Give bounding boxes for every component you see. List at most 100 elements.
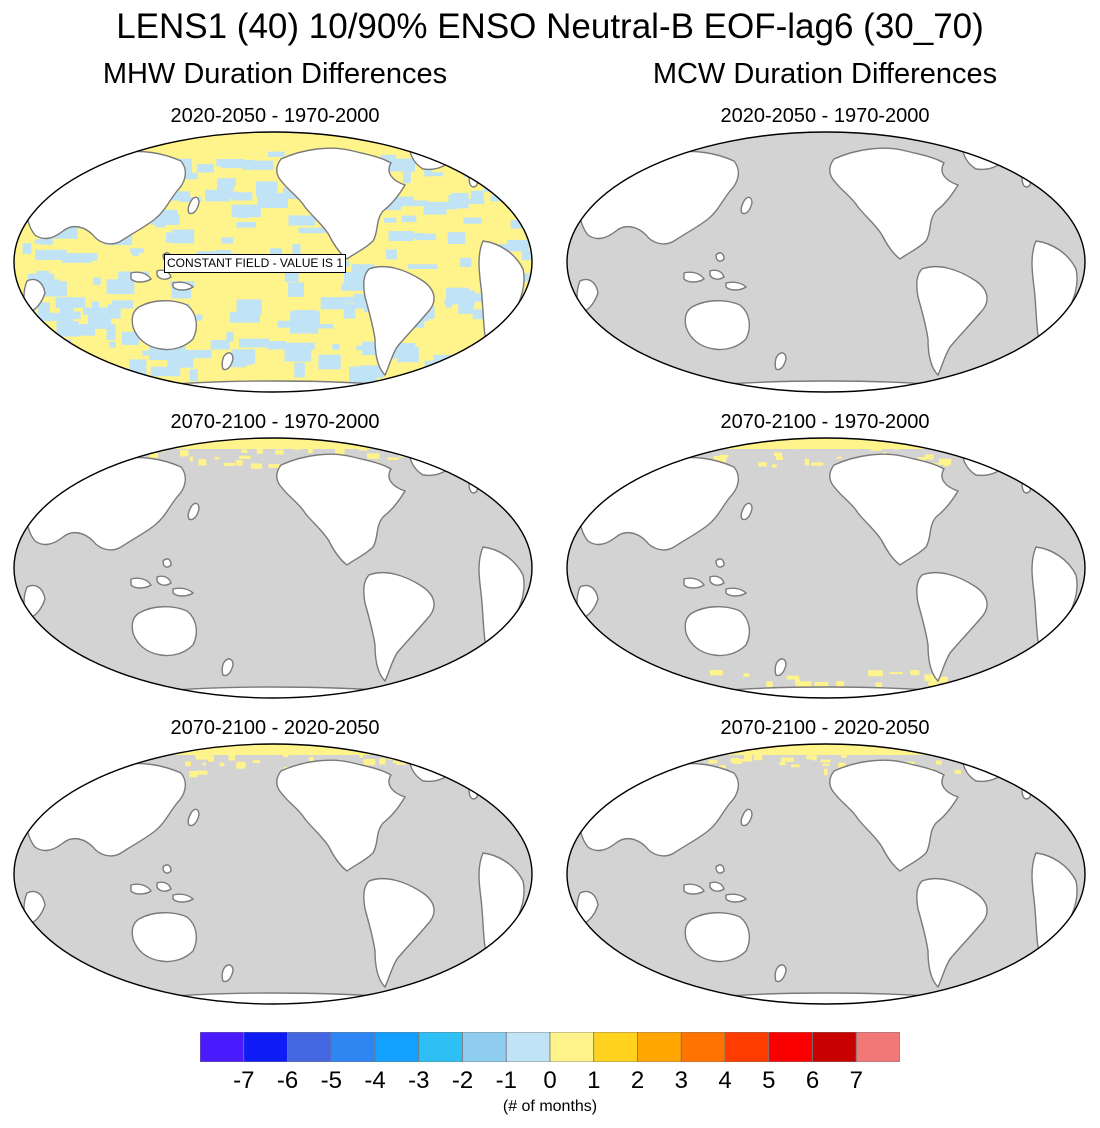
land-mass bbox=[23, 278, 46, 312]
land-mass bbox=[829, 453, 960, 566]
anomaly-cell bbox=[425, 201, 458, 210]
anomaly-cell bbox=[791, 446, 795, 450]
anomaly-cell bbox=[720, 454, 729, 458]
colorbar-swatch bbox=[812, 1032, 857, 1062]
land-mass bbox=[187, 196, 200, 215]
anomaly-cell bbox=[210, 340, 230, 350]
anomaly-cell bbox=[415, 233, 437, 241]
anomaly-cell bbox=[236, 761, 246, 769]
anomaly-cell bbox=[429, 368, 449, 375]
anomaly-cell bbox=[868, 670, 883, 677]
anomaly-cell bbox=[318, 354, 341, 370]
anomaly-cell bbox=[646, 673, 663, 676]
colorbar-tick-label: 2 bbox=[630, 1067, 645, 1094]
anomaly-cell bbox=[363, 759, 376, 766]
anomaly-cell bbox=[836, 456, 842, 459]
anomaly-cell bbox=[31, 186, 40, 199]
anomaly-cell bbox=[385, 158, 415, 172]
land-mass bbox=[740, 196, 753, 215]
land-mass bbox=[916, 877, 988, 989]
anomaly-cell bbox=[239, 338, 270, 348]
anomaly-cell bbox=[18, 336, 41, 349]
anomaly-cell bbox=[283, 752, 289, 758]
anomaly-cell bbox=[447, 232, 466, 244]
land-mass bbox=[829, 147, 960, 260]
colorbar-tick-label: 5 bbox=[762, 1067, 776, 1094]
anomaly-cell bbox=[33, 279, 60, 290]
colorbar-swatch bbox=[680, 1032, 726, 1062]
colorbar-swatch bbox=[330, 1032, 376, 1062]
anomaly-cell bbox=[335, 448, 345, 455]
anomaly-cell bbox=[774, 452, 782, 457]
anomaly-cell bbox=[252, 760, 260, 763]
map-border bbox=[13, 743, 533, 1005]
anomaly-cell bbox=[221, 237, 233, 244]
anomaly-cell bbox=[257, 192, 288, 208]
anomaly-cell bbox=[517, 329, 532, 343]
anomaly-cell bbox=[228, 754, 236, 761]
anomaly-cell bbox=[443, 760, 447, 763]
colorbar-swatch bbox=[724, 1032, 770, 1062]
anomaly-cell bbox=[870, 447, 882, 451]
anomaly-cell bbox=[392, 760, 400, 764]
anomaly-cell bbox=[753, 754, 763, 761]
anomaly-cell bbox=[476, 173, 489, 180]
anomaly-cell bbox=[195, 753, 209, 760]
anomaly-cell bbox=[806, 755, 817, 760]
map-panel bbox=[13, 437, 533, 699]
anomaly-cell bbox=[231, 192, 253, 201]
land-mass bbox=[683, 883, 705, 895]
column-title-mcw: MCW Duration Differences bbox=[652, 58, 998, 90]
land-mass bbox=[276, 453, 407, 566]
anomaly-cell bbox=[489, 363, 505, 374]
colorbar-swatch bbox=[374, 1032, 420, 1062]
anomaly-cell bbox=[283, 342, 315, 350]
anomaly-cell bbox=[633, 677, 651, 681]
anomaly-cell bbox=[412, 448, 420, 454]
anomaly-cell bbox=[189, 771, 198, 778]
anomaly-cell bbox=[733, 759, 740, 764]
anomaly-cell bbox=[387, 457, 399, 460]
land-mass bbox=[683, 271, 705, 283]
anomaly-cell bbox=[277, 320, 297, 328]
anomaly-cell bbox=[465, 352, 473, 365]
anomaly-cell bbox=[409, 753, 419, 760]
anomaly-cell bbox=[401, 215, 417, 222]
anomaly-cell bbox=[992, 677, 1008, 681]
anomaly-cell bbox=[367, 453, 380, 459]
anomaly-cell bbox=[453, 198, 485, 204]
anomaly-cell bbox=[267, 341, 287, 350]
land-mass bbox=[187, 808, 200, 827]
anomaly-cell bbox=[708, 759, 718, 764]
anomaly-cell bbox=[34, 239, 50, 244]
anomaly-cell bbox=[924, 454, 934, 460]
anomaly-cell bbox=[216, 159, 245, 167]
anomaly-cell bbox=[196, 164, 214, 173]
anomaly-cell bbox=[236, 221, 257, 228]
anomaly-cell bbox=[521, 275, 530, 282]
anomaly-cell bbox=[185, 349, 212, 359]
anomaly-cell bbox=[43, 175, 51, 181]
anomaly-cell bbox=[771, 464, 777, 468]
land-mass bbox=[363, 877, 435, 989]
anomaly-cell bbox=[822, 763, 830, 766]
anomaly-cell bbox=[38, 302, 50, 317]
anomaly-cell bbox=[55, 297, 86, 308]
land-mass bbox=[156, 881, 172, 892]
anomaly-cell bbox=[403, 169, 411, 184]
land-mass bbox=[172, 587, 195, 597]
anomaly-cell bbox=[811, 462, 824, 466]
land-mass bbox=[162, 864, 172, 874]
anomaly-cell bbox=[28, 345, 40, 360]
anomaly-cell bbox=[814, 681, 829, 688]
anomaly-cell bbox=[425, 172, 443, 177]
anomaly-cell bbox=[293, 310, 317, 324]
anomaly-cell bbox=[709, 670, 723, 676]
anomaly-cell bbox=[516, 180, 529, 196]
map-border bbox=[566, 131, 1086, 393]
land-mass bbox=[725, 587, 748, 597]
colorbar-tick-label: 0 bbox=[543, 1067, 557, 1094]
land-mass bbox=[131, 300, 198, 351]
anomaly-cell bbox=[22, 243, 32, 254]
anomaly-cell bbox=[183, 172, 198, 180]
